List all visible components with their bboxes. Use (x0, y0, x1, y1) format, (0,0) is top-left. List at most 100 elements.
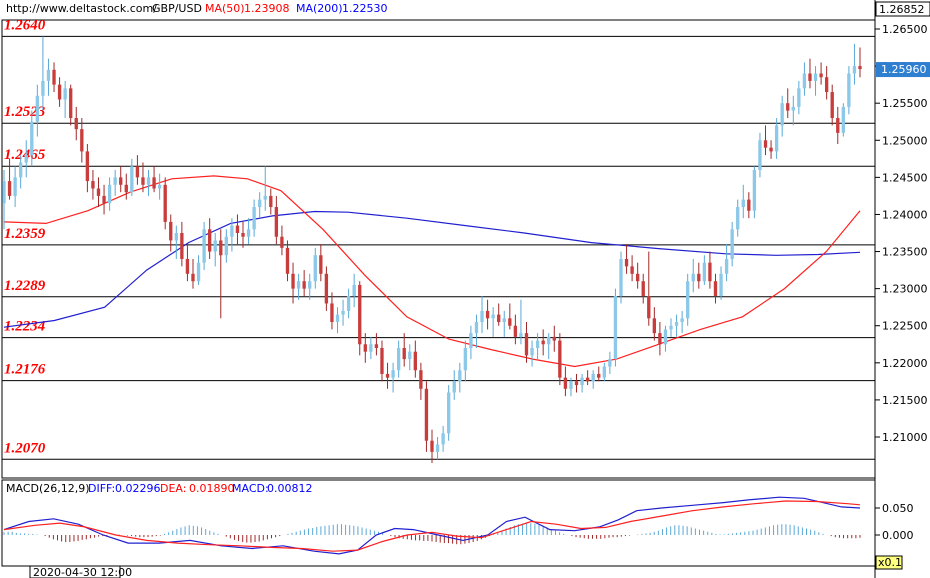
current-price-marker (876, 62, 930, 78)
candle-body (191, 273, 195, 282)
candle-body (530, 347, 534, 356)
candle-body (813, 73, 818, 81)
candle-body (691, 273, 695, 282)
candle-body (174, 233, 178, 241)
candle-body (641, 281, 645, 297)
candle-body (452, 381, 456, 393)
candle-body (213, 240, 217, 252)
macd-tick-label: 0.050 (882, 502, 914, 515)
candle-body (35, 95, 40, 122)
candle-body (19, 162, 23, 178)
candle-body (358, 284, 362, 345)
candle-body (836, 118, 840, 133)
candle-body (552, 336, 556, 341)
candle-body (752, 169, 757, 211)
candle-body (619, 258, 623, 297)
candle-body (519, 333, 523, 337)
macd-macd-value: 0.00812 (267, 482, 313, 495)
candle-body (330, 303, 334, 323)
candle-body (152, 177, 156, 189)
candle-body (563, 377, 568, 389)
dea-line (3, 500, 861, 552)
candle-body (485, 310, 490, 319)
candle-body (341, 310, 345, 315)
candle-body (441, 433, 445, 445)
candle-body (747, 199, 751, 211)
candle-body (396, 347, 401, 371)
candle-body (269, 195, 273, 208)
candle-body (380, 347, 384, 374)
candle-body (241, 233, 245, 237)
candle-body (263, 195, 267, 200)
price-panel (1, 19, 876, 479)
candle-body (469, 333, 473, 348)
ma200-label: MA(200) (296, 2, 343, 15)
candle-body (680, 318, 684, 323)
macd-diff-label: DIFF: (88, 482, 115, 495)
candle-body (124, 184, 128, 193)
candle-body (624, 258, 629, 267)
candle-body (302, 281, 306, 289)
candle-body (107, 184, 112, 204)
macd-diff-line (3, 496, 861, 555)
candle-body (335, 314, 340, 323)
zoom-label: x0.1 (878, 556, 902, 569)
candle-body (780, 103, 784, 126)
macd-macd-label: MACD: (232, 482, 269, 495)
candle-body (313, 255, 317, 282)
macd-panel (1, 479, 876, 567)
candle-body (69, 88, 73, 119)
candle-body (713, 281, 718, 297)
candle-body (474, 322, 479, 334)
candle-body (85, 151, 90, 182)
candle-body (458, 370, 462, 382)
candle-body (430, 440, 434, 452)
candle-body (463, 347, 468, 371)
candle-body (207, 229, 212, 252)
candle-body (308, 281, 312, 289)
candle-body (363, 344, 367, 352)
candle-body (447, 392, 451, 434)
candle-body (235, 225, 240, 233)
macd-dea-line (3, 500, 861, 552)
level-label: 1.2640 (4, 17, 46, 33)
level-label: 1.2176 (4, 362, 46, 378)
candle-body (224, 236, 229, 256)
candle-body (774, 125, 779, 152)
candle-body (319, 255, 323, 274)
candle-body (113, 177, 117, 185)
candle-body (524, 333, 529, 356)
candle-body (769, 147, 773, 152)
candle-body (230, 225, 234, 237)
candle-body (274, 207, 279, 237)
candle-body (824, 77, 829, 93)
candle-body (491, 314, 495, 319)
price-tick-label: 1.23500 (882, 246, 928, 259)
price-tick-label: 1.22500 (882, 320, 928, 333)
price-tick-label: 1.25500 (882, 97, 928, 110)
candle-body (7, 181, 12, 196)
candle-body (508, 318, 512, 326)
macd-diff-value: 0.02296 (115, 482, 161, 495)
candle-body (736, 207, 740, 230)
candle-body (408, 351, 412, 360)
ma200-series (3, 210, 861, 328)
zoom-box[interactable] (875, 555, 903, 570)
ma50-label: MA(50) (205, 2, 245, 15)
candle-body (141, 177, 145, 185)
candle-body (580, 377, 584, 386)
candle-body (852, 66, 857, 74)
candle-body (57, 84, 62, 100)
candle-body (702, 262, 707, 282)
level-label: 1.2359 (4, 226, 46, 242)
candle-body (513, 325, 518, 337)
macd-ticks: 0.050 0.000 (875, 502, 914, 542)
candle-body (758, 140, 762, 170)
candle-body (130, 166, 134, 193)
candle-body (74, 118, 78, 130)
top-price: 1.26852 (879, 3, 925, 16)
candle-body (797, 88, 801, 107)
candle-body (847, 73, 851, 107)
